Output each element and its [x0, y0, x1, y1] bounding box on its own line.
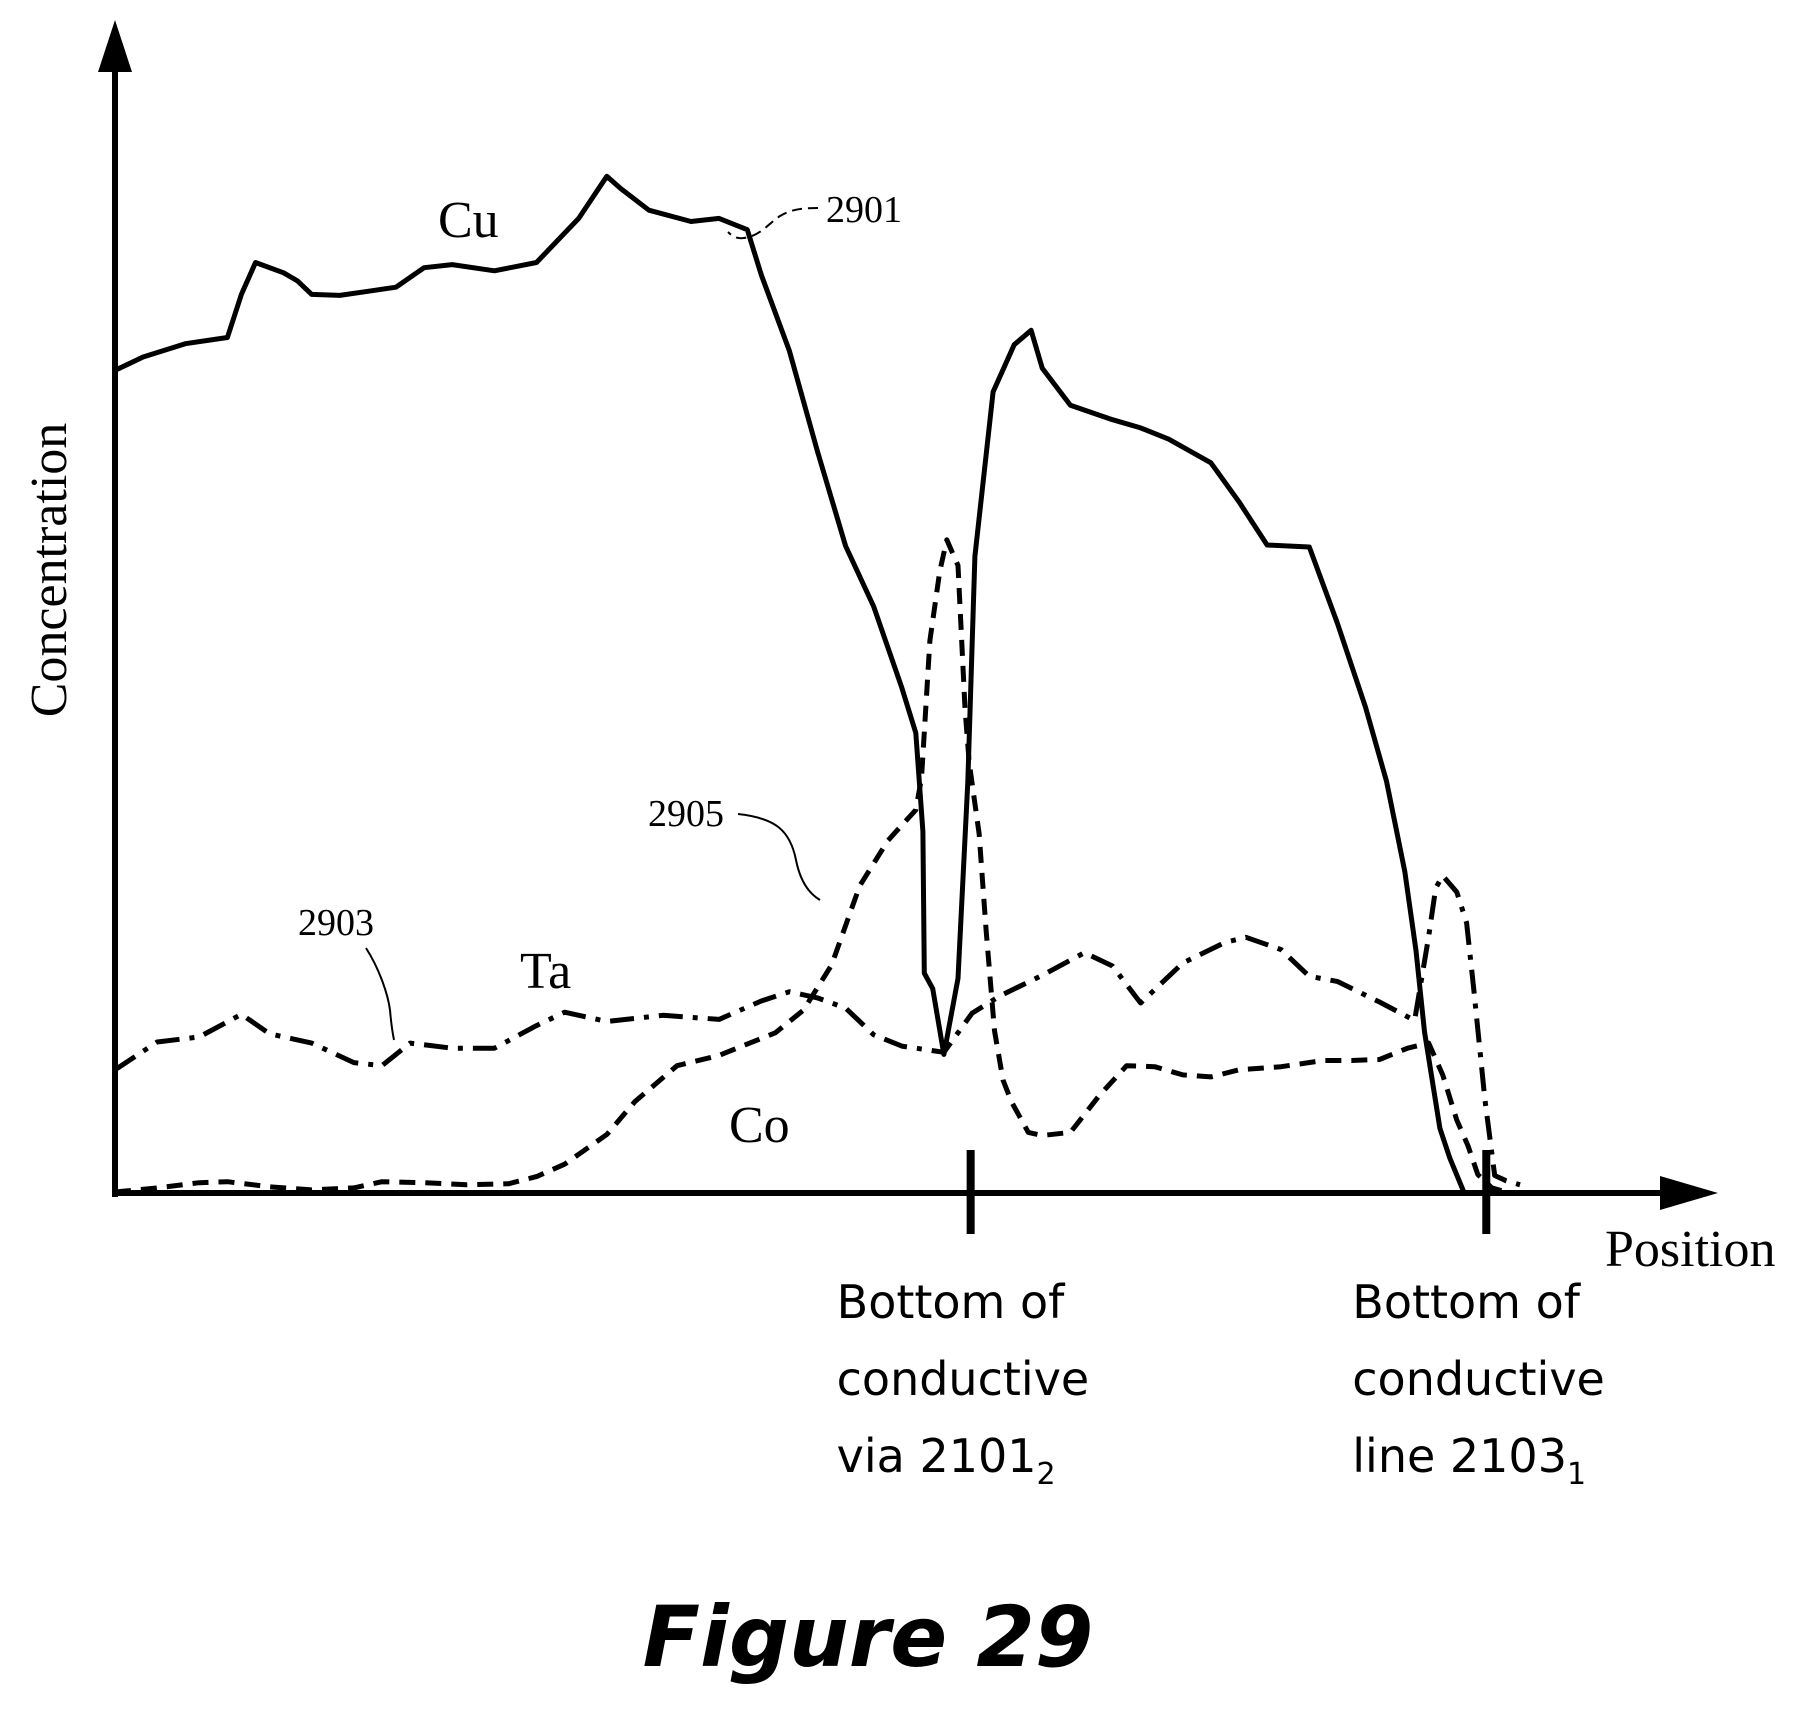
series-line-ta — [113, 873, 1521, 1188]
leader-line-2901 — [727, 207, 819, 240]
ref-numeral-2901: 2901 — [826, 189, 902, 231]
series-label-cu: Cu — [438, 192, 499, 249]
series-label-ta: Ta — [520, 943, 571, 1000]
x-axis-arrowhead — [1660, 1176, 1718, 1210]
axes — [98, 20, 1718, 1210]
series-label-co: Co — [729, 1097, 790, 1154]
y-axis-label: Concentration — [21, 423, 78, 718]
position-marker-label-1: Bottom of conductive via 21012 — [837, 1275, 1090, 1492]
leader-line-2905 — [737, 813, 821, 901]
series-group — [113, 173, 1521, 1195]
marker-group: Bottom of conductive via 21012 Bottom of con… — [837, 1150, 1605, 1492]
figure-title: Figure 29 — [643, 1588, 1094, 1686]
ref-numeral-2903: 2903 — [298, 902, 374, 944]
ref-numeral-2905: 2905 — [648, 793, 724, 835]
series-line-co — [114, 537, 1507, 1195]
leader-line-2903 — [365, 947, 395, 1041]
position-marker-label-2: Bottom of conductive line 21031 — [1352, 1275, 1605, 1492]
series-line-cu — [113, 173, 1467, 1193]
x-axis-label: Position — [1605, 1221, 1776, 1278]
y-axis-arrowhead — [98, 20, 132, 72]
